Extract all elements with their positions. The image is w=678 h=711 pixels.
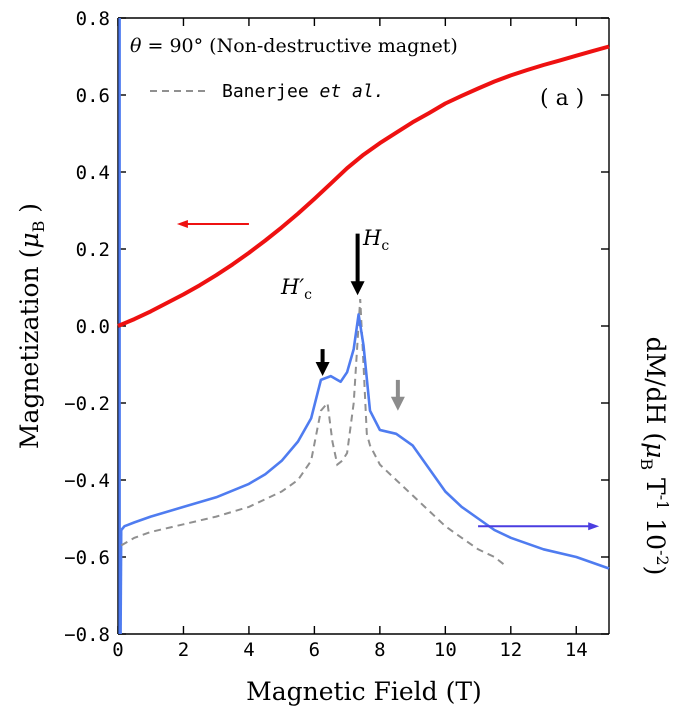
y-right-sup1: -1: [653, 495, 672, 511]
hc-prime-label: H′c: [280, 275, 312, 303]
hc-label-main: H: [362, 226, 382, 250]
legend-et-al: et al.: [320, 81, 385, 102]
x-tick-label: 12: [499, 639, 522, 661]
panel-label: ( a ): [540, 86, 584, 111]
banerjee-dashed-line: [120, 298, 505, 566]
gray-arrow: [390, 379, 405, 411]
y-tick-label: −0.8: [64, 624, 110, 646]
x-tick-label: 8: [374, 639, 385, 661]
magnetization-line: [117, 44, 610, 328]
x-tick-label: 10: [434, 639, 457, 661]
y-right-mid: T: [641, 470, 670, 495]
x-tick-label: 0: [112, 639, 123, 661]
y-tick-label: 0.0: [76, 316, 110, 338]
y-tick-label: −0.2: [64, 393, 110, 415]
y-right-close: ): [641, 566, 670, 576]
y-tick-label: 0.2: [76, 239, 110, 261]
x-axis-ticks: 0 2 4 6 8 10 12 14: [112, 18, 588, 661]
dmdh-line: [120, 313, 610, 570]
legend-banerjee: Banerjee: [222, 81, 320, 102]
series-layer: [117, 18, 610, 635]
right-axis-arrow: [478, 522, 600, 531]
x-tick-label: 4: [243, 639, 254, 661]
x-axis-label: Magnetic Field (T): [246, 677, 482, 706]
legend-line-2: Banerjee et al.: [222, 81, 385, 102]
hc-prime-arrow: [315, 349, 330, 377]
y-tick-label: −0.4: [64, 470, 110, 492]
y-right-mid2: 10: [641, 510, 670, 550]
y-axis-right-label: dM/dH (μB T-1 10-2): [637, 337, 672, 576]
hc-prime-label-sub: c: [304, 287, 312, 303]
dmdh-initial-rise: [119, 530, 123, 635]
left-axis-arrow: [176, 219, 249, 228]
x-tick-label: 2: [178, 639, 189, 661]
x-tick-label: 6: [309, 639, 320, 661]
y-left-main: Magnetization (: [15, 249, 44, 449]
x-tick-label: 14: [565, 639, 588, 661]
y-right-mu: μ: [641, 442, 670, 458]
hc-prime-label-main: H′: [280, 275, 304, 299]
hc-label: Hc: [362, 226, 389, 254]
y-tick-label: −0.6: [64, 547, 110, 569]
hc-label-sub: c: [381, 238, 389, 254]
legend-theta: θ: [130, 35, 142, 57]
y-right-sub: B: [637, 458, 656, 470]
y-axis-ticks: −0.8 −0.6 −0.4 −0.2 0.0 0.2 0.4 0.6 0.8: [64, 8, 609, 646]
y-tick-label: 0.6: [76, 85, 110, 107]
y-left-sub: B: [29, 221, 48, 233]
y-left-mu: μ: [15, 232, 44, 248]
y-tick-label: 0.4: [76, 162, 110, 184]
y-left-close: ): [15, 203, 44, 221]
legend-line-1-rest: = 90° (Non-destructive magnet): [141, 35, 457, 57]
y-tick-label: 0.8: [76, 8, 110, 30]
y-right-part1: dM/dH (: [641, 337, 670, 443]
legend-line-1: θ = 90° (Non-destructive magnet): [130, 35, 458, 57]
hc-arrow: [350, 233, 365, 296]
y-right-sup2: -2: [653, 550, 672, 566]
annotation-layer: [176, 219, 600, 531]
y-axis-left-label: Magnetization (μB ): [15, 203, 48, 449]
